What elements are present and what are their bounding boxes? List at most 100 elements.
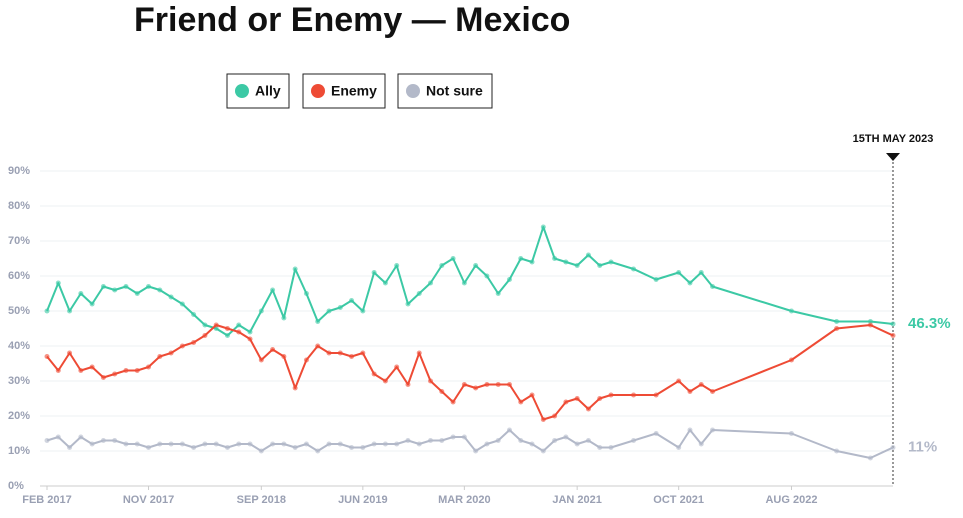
x-tick-label: AUG 2022 (765, 494, 817, 506)
data-point (710, 427, 716, 433)
data-point (394, 263, 400, 268)
data-point (191, 312, 197, 317)
data-point (202, 322, 208, 328)
data-point (495, 438, 501, 443)
data-point (439, 263, 445, 268)
legend-item[interactable]: Enemy (302, 73, 386, 109)
y-tick-label: 0% (8, 480, 24, 492)
data-point (360, 445, 366, 450)
legend-item[interactable]: Ally (226, 73, 290, 109)
data-point (123, 441, 129, 447)
data-point (247, 329, 253, 335)
y-tick-label: 90% (8, 165, 30, 177)
data-point (890, 333, 896, 338)
data-point (563, 434, 569, 440)
data-point (834, 319, 840, 324)
series-line (46, 226, 894, 337)
series-line (46, 429, 894, 459)
data-point (44, 308, 50, 314)
data-point (597, 263, 603, 268)
data-point (134, 368, 140, 373)
y-tick-label: 10% (8, 445, 30, 457)
data-point (123, 368, 129, 373)
data-point (78, 291, 84, 296)
data-point (112, 287, 118, 293)
data-point (518, 399, 524, 405)
data-point (100, 284, 106, 289)
data-point (326, 308, 332, 314)
data-point (495, 291, 501, 296)
data-point (100, 438, 106, 443)
data-point (529, 392, 535, 398)
data-point (326, 350, 332, 356)
data-point (450, 399, 456, 405)
data-point (574, 263, 580, 268)
data-point (247, 336, 253, 342)
data-point (439, 389, 445, 394)
date-marker-arrow (886, 153, 900, 161)
data-point (281, 354, 287, 359)
data-point (44, 438, 50, 443)
data-point (78, 368, 84, 373)
data-point (247, 441, 253, 447)
x-tick-label: OCT 2021 (653, 494, 704, 506)
data-point (258, 448, 264, 454)
data-point (258, 357, 264, 363)
legend-swatch (406, 84, 420, 98)
data-point (506, 427, 512, 433)
data-point (890, 321, 896, 327)
legend-item[interactable]: Not sure (397, 73, 493, 109)
end-label: 11% (908, 438, 937, 455)
y-tick-label: 30% (8, 375, 30, 387)
data-point (157, 287, 163, 293)
data-point (540, 224, 546, 230)
data-point (484, 273, 490, 279)
data-point (112, 371, 118, 377)
data-point (552, 438, 558, 443)
data-point (349, 298, 355, 303)
chart-title: Friend or Enemy — Mexico (134, 1, 570, 39)
y-tick-label: 50% (8, 305, 30, 317)
legend-label: Not sure (426, 83, 483, 99)
data-point (168, 350, 174, 356)
data-point (89, 364, 95, 370)
data-point (416, 441, 422, 447)
data-point (834, 448, 840, 454)
data-point (867, 319, 873, 324)
data-point (687, 427, 693, 433)
data-point (224, 326, 230, 331)
data-point (337, 305, 343, 310)
data-point (236, 441, 242, 447)
data-point (315, 448, 321, 454)
data-point (303, 291, 309, 296)
y-tick-label: 70% (8, 235, 30, 247)
data-point (157, 441, 163, 447)
data-point (597, 396, 603, 401)
data-point (146, 445, 152, 450)
data-point (473, 385, 479, 391)
data-point (191, 445, 197, 450)
data-point (631, 392, 637, 398)
data-point (585, 438, 591, 443)
data-point (382, 378, 388, 384)
data-point (676, 270, 682, 275)
data-point (867, 455, 873, 461)
data-point (303, 441, 309, 447)
data-point (405, 301, 411, 307)
data-point (473, 263, 479, 268)
data-point (698, 441, 704, 447)
data-point (698, 270, 704, 275)
data-point (315, 343, 321, 349)
legend-label: Enemy (331, 83, 377, 99)
data-point (134, 441, 140, 447)
data-point (100, 375, 106, 380)
data-point (563, 399, 569, 405)
data-point (213, 322, 219, 328)
data-point (518, 256, 524, 261)
data-point (676, 378, 682, 384)
data-point (382, 280, 388, 286)
y-tick-label: 20% (8, 410, 30, 422)
data-point (146, 284, 152, 289)
